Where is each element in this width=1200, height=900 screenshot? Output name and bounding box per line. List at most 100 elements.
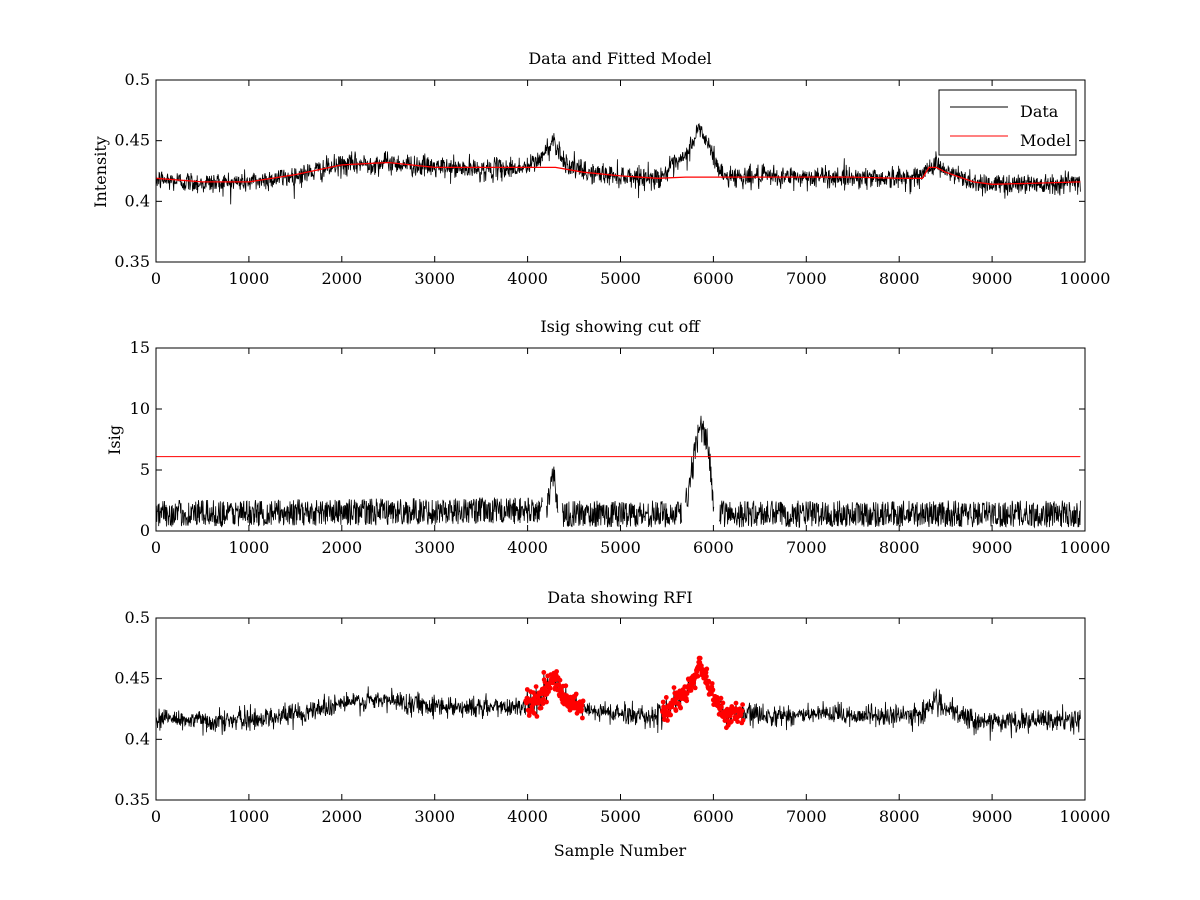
rfi-marker (692, 685, 698, 691)
y-tick-label: 0.5 (125, 70, 150, 89)
rfi-marker (671, 685, 677, 690)
y-tick-label: 0 (140, 521, 150, 540)
rfi-marker (678, 705, 683, 711)
panel-data-showing-rfi: Data showing RFI Sample Number 0 1000 2000… (114, 588, 1110, 860)
rfi-marker (533, 684, 539, 689)
x-tick-label: 6000 (693, 807, 734, 826)
x-tick-label: 2000 (321, 538, 362, 557)
x-tick-label: 5000 (600, 807, 641, 826)
legend-box (938, 89, 1077, 156)
x-tick-label: 1000 (229, 807, 270, 826)
rfi-marker (740, 717, 746, 723)
panel-2-plot-area (155, 415, 1081, 529)
rfi-marker (531, 710, 537, 716)
rfi-marker (684, 691, 690, 696)
y-tick-label: 0.5 (125, 608, 150, 627)
rfi-marker (557, 677, 563, 683)
panel-isig-showing-cut-off: Isig showing cut off Isig 0 1000 2000 3000 4… (105, 317, 1110, 557)
panel-3-ticks: 0 1000 2000 3000 4000 5000 6000 7000 8000 9000 100… (114, 608, 1110, 826)
rfi-marker (665, 718, 670, 723)
panel-3-xlabel: Sample Number (554, 841, 687, 860)
rfi-marker (546, 689, 551, 695)
y-tick-label: 10 (130, 399, 150, 418)
x-tick-label: 3000 (414, 807, 455, 826)
rfi-marker (579, 707, 584, 712)
x-tick-label: 5000 (600, 538, 641, 557)
rfi-marker (733, 700, 739, 706)
rfi-marker (739, 708, 745, 714)
x-tick-label: 3000 (414, 538, 455, 557)
panel-1-title: Data and Fitted Model (528, 49, 711, 68)
x-tick-label: 9000 (972, 538, 1013, 557)
x-tick-label: 7000 (786, 538, 827, 557)
rfi-marker (579, 703, 585, 708)
rfi-marker (534, 714, 540, 719)
rfi-marker (695, 673, 701, 679)
rfi-marker (740, 702, 745, 707)
rfi-marker (688, 688, 694, 693)
x-tick-label: 8000 (879, 538, 920, 557)
rfi-marker (720, 700, 726, 706)
rfi-marker (563, 683, 569, 689)
rfi-marker (715, 699, 721, 705)
rfi-marker (699, 663, 704, 669)
y-tick-label: 0.4 (125, 729, 150, 748)
x-tick-label: 10000 (1060, 807, 1111, 826)
rfi-marker (710, 687, 716, 693)
rfi-marker (541, 670, 547, 675)
panel-2-ticks: 0 1000 2000 3000 4000 5000 6000 7000 8000 9000 100… (130, 338, 1111, 557)
rfi-marker (541, 696, 546, 702)
y-tick-label: 0.45 (114, 131, 150, 150)
rfi-marker (697, 655, 703, 661)
x-tick-label: 0 (151, 269, 161, 288)
x-tick-label: 5000 (600, 269, 641, 288)
y-tick-label: 0.45 (114, 669, 150, 688)
y-tick-label: 5 (140, 460, 150, 479)
panel-1-ticks: 0 1000 2000 3000 4000 5000 6000 7000 8000 9000 100… (114, 70, 1110, 288)
panel-2-ylabel: Isig (105, 425, 124, 455)
rfi-marker (668, 712, 673, 718)
rfi-marker (703, 670, 709, 675)
rfi-marker (704, 674, 709, 679)
rfi-marker (550, 680, 556, 686)
rfi-marker (573, 691, 579, 697)
rfi-marker (709, 681, 715, 686)
series-line-model (155, 161, 1081, 185)
rfi-marker (660, 699, 666, 705)
rfi-marker (706, 678, 712, 684)
panel-2-title: Isig showing cut off (540, 317, 701, 336)
rfi-marker (714, 695, 720, 700)
panel-3-axes-frame (155, 617, 1086, 801)
legend-label-data: Data (1020, 102, 1059, 121)
x-tick-label: 9000 (972, 269, 1013, 288)
x-tick-label: 2000 (321, 807, 362, 826)
x-tick-label: 0 (151, 807, 161, 826)
x-tick-label: 8000 (879, 807, 920, 826)
rfi-marker (735, 719, 740, 724)
x-tick-label: 6000 (693, 538, 734, 557)
panel-1-plot-area (155, 123, 1081, 205)
rfi-marker (538, 705, 544, 711)
rfi-marker (564, 693, 569, 698)
x-tick-label: 6000 (693, 269, 734, 288)
rfi-marker (554, 669, 559, 674)
rfi-marker (580, 698, 586, 704)
x-tick-label: 1000 (229, 269, 270, 288)
y-tick-label: 0.4 (125, 191, 150, 210)
x-tick-label: 4000 (507, 538, 548, 557)
rfi-marker (663, 695, 669, 700)
panel-data-and-fitted-model: Data and Fitted Model Intensity 0 1000 200… (91, 49, 1110, 288)
panel-1-ylabel: Intensity (91, 136, 110, 208)
panel-3-title: Data showing RFI (547, 588, 692, 607)
legend: Data Model (938, 89, 1077, 156)
x-tick-label: 7000 (786, 269, 827, 288)
rfi-marker (673, 708, 679, 713)
x-tick-label: 9000 (972, 807, 1013, 826)
x-tick-label: 7000 (786, 807, 827, 826)
x-tick-label: 4000 (507, 269, 548, 288)
rfi-marker (704, 666, 710, 672)
panel-2-axes-frame (155, 347, 1086, 532)
y-tick-label: 15 (130, 338, 150, 357)
rfi-marker (719, 704, 724, 710)
